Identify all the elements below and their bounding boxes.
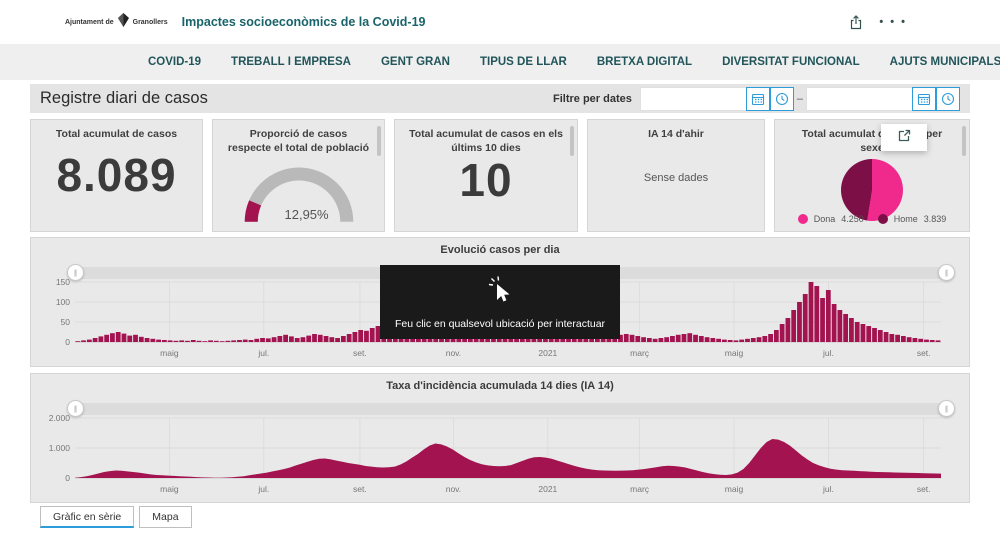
card-scrollbar[interactable] [962,126,966,156]
nav-bretxa-digital[interactable]: BRETXA DIGITAL [596,56,693,68]
section-nav: COVID-19 TREBALL I EMPRESA GENT GRAN TIP… [0,44,1000,80]
svg-text:150: 150 [56,278,70,287]
calendar-to-icon[interactable] [912,86,936,111]
granollers-logo: Ajuntament de Granollers [65,12,168,32]
slider-left-handle[interactable]: ∥ [67,264,84,281]
date-to-input[interactable] [806,86,912,111]
page-toolbar: Registre diari de casos Filtre per dates… [30,84,970,113]
dashboard-content: Registre diari de casos Filtre per dates… [0,80,1000,528]
gauge-chart: 12,95% [213,161,384,227]
chart-evolucio-title: Evolució casos per dia [440,244,560,256]
card-ia14-title: IA 14 d'ahir [648,128,704,140]
tab-mapa[interactable]: Mapa [139,506,192,528]
nav-tipus-de-llar[interactable]: TIPUS DE LLAR [479,56,567,68]
card-total-title: Total acumulat de casos [55,128,178,140]
card-ultims-10-dies: Total acumulat de casos en els últims 10… [394,119,578,232]
svg-text:2.000: 2.000 [49,414,71,423]
date-filter: Filtre per dates – [553,86,960,111]
svg-text:jul.: jul. [822,348,834,358]
calendar-from-icon[interactable] [745,86,770,111]
view-tabs: Gràfic en sèrie Mapa [40,506,970,528]
card-ia14-ahir: IA 14 d'ahir Sense dades [587,119,765,232]
svg-text:març: març [630,348,650,358]
card-proporcio-title: Proporció de casos respecte el total de … [227,128,370,154]
svg-text:jul.: jul. [257,484,269,494]
kpi-cards-row: Total acumulat de casos 8.089 Proporció … [30,119,970,232]
card-scrollbar[interactable] [570,126,574,156]
pie-chart [841,159,903,222]
slider-right-handle[interactable]: ∥ [938,264,955,281]
nav-diversitat-funcional[interactable]: DIVERSITAT FUNCIONAL [722,56,860,68]
svg-text:100: 100 [56,297,70,307]
panel-evolucio-casos: Evolució casos per dia ∥ ∥ 0 50 100 150 maig… [30,237,970,367]
external-link-icon[interactable] [898,129,911,147]
granollers-emblem-icon [117,12,130,32]
no-data-message: Sense dades [643,172,709,184]
open-in-new-popup[interactable] [881,124,927,151]
share-icon[interactable] [849,14,863,30]
card-scrollbar[interactable] [377,126,381,156]
nav-gent-gran[interactable]: GENT GRAN [380,56,450,68]
nav-treball-i-empresa[interactable]: TREBALL I EMPRESA [231,56,351,68]
slider-left-handle[interactable]: ∥ [67,400,84,417]
date-range-slider[interactable]: ∥ ∥ [67,400,955,417]
svg-text:0: 0 [65,337,70,347]
overlay-message: Feu clic en qualsevol ubicació per inter… [394,318,606,330]
app-header: Ajuntament de Granollers Impactes socioe… [0,0,1000,44]
legend-dona-label: Dona [813,214,836,224]
legend-dona-dot [797,214,808,224]
gauge-label: 12,95% [284,207,329,223]
date-from-input[interactable] [639,86,746,111]
time-to-icon[interactable] [936,86,960,111]
svg-text:nov.: nov. [446,348,461,358]
legend-home-dot [877,214,888,224]
svg-text:jul.: jul. [822,484,834,494]
click-cursor-icon [485,275,515,312]
card-last10-title: Total acumulat de casos en els últims 10… [409,128,563,154]
svg-text:maig: maig [725,484,744,494]
nav-covid-19[interactable]: COVID-19 [148,56,202,68]
card-proporcio: Proporció de casos respecte el total de … [212,119,385,232]
card-total-value: 8.089 [56,148,177,201]
report-title: Impactes socioeconòmics de la Covid-19 [181,15,426,29]
svg-text:0: 0 [65,473,70,483]
tab-grafic-en-serie[interactable]: Gràfic en sèrie [40,506,135,528]
chart-ia14-title: Taxa d'incidència acumulada 14 dies (IA … [386,380,614,392]
more-options-icon[interactable]: • • • [879,16,907,28]
legend-home-label: Home [893,214,918,224]
interaction-overlay[interactable]: Feu clic en qualsevol ubicació per inter… [380,265,620,339]
svg-text:maig: maig [725,348,744,358]
card-sexe-title: Total acumulat de casos per sexe [801,128,943,154]
svg-text:2021: 2021 [538,484,557,494]
svg-text:set.: set. [353,348,367,358]
svg-text:set.: set. [917,348,931,358]
gauge-track [244,167,353,223]
legend-home-value: 3.839 [923,214,947,224]
ia14-area-chart[interactable]: 0 1.000 2.000 maig jul. set. nov. 2021 març maig j… [35,414,965,500]
card-casos-per-sexe: Total acumulat de casos per sexe Dona 4.… [774,119,970,232]
svg-text:nov.: nov. [446,484,461,494]
logo-suffix: Granollers [132,18,168,26]
svg-text:2021: 2021 [538,348,557,358]
date-filter-label: Filtre per dates [553,92,632,105]
svg-text:set.: set. [917,484,931,494]
card-total-casos: Total acumulat de casos 8.089 [30,119,203,232]
slider-right-handle[interactable]: ∥ [938,400,955,417]
page-title: Registre diari de casos [40,89,208,107]
card-last10-value: 10 [459,154,513,207]
svg-text:març: març [630,484,650,494]
svg-text:set.: set. [353,484,367,494]
date-range-separator: – [796,92,803,105]
svg-text:1.000: 1.000 [49,443,71,453]
pie-legend: Dona 4.250 Home 3.839 [775,214,969,224]
legend-dona-value: 4.250 [841,214,864,224]
svg-text:maig: maig [160,484,179,494]
nav-ajuts-municipals[interactable]: AJUTS MUNICIPALS [889,56,1000,68]
time-from-icon[interactable] [769,86,794,111]
logo-prefix: Ajuntament de [65,18,114,26]
panel-ia14: Taxa d'incidència acumulada 14 dies (IA … [30,373,970,503]
svg-text:maig: maig [160,348,179,358]
svg-text:jul.: jul. [257,348,269,358]
svg-text:50: 50 [61,317,71,327]
